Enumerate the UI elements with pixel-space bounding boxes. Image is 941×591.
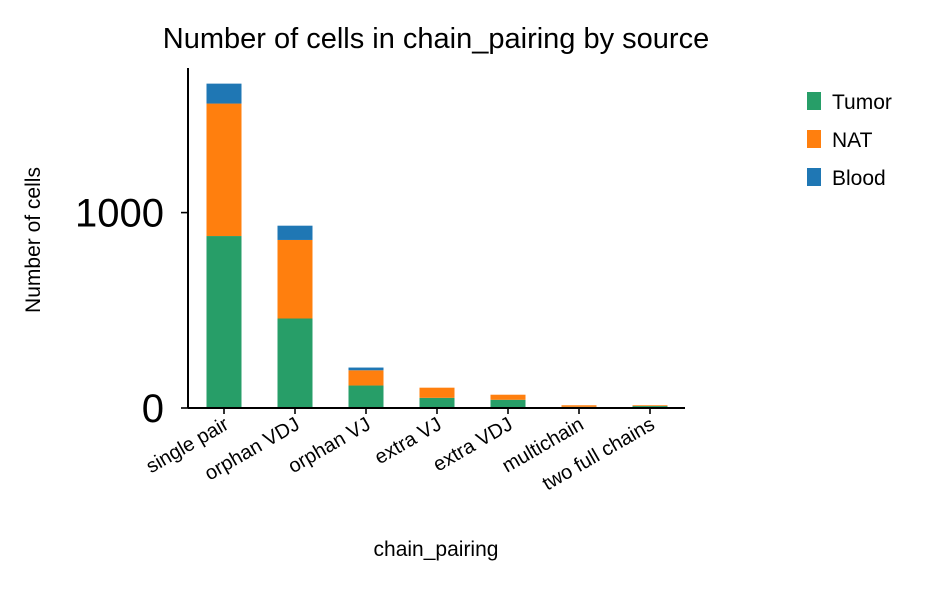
bar-segment-nat-2	[348, 370, 384, 386]
bar-segment-tumor-0	[206, 236, 242, 408]
bar-segment-nat-4	[490, 394, 526, 400]
bar-segment-nat-1	[277, 239, 313, 319]
legend-swatch-tumor	[807, 92, 821, 110]
legend-swatch-blood	[807, 168, 821, 186]
bar-segment-blood-1	[277, 225, 313, 240]
bar-segment-nat-5	[561, 405, 597, 407]
y-tick-label: 0	[142, 387, 164, 431]
legend-swatch-nat	[807, 130, 821, 148]
bar-segment-tumor-1	[277, 318, 313, 408]
legend-label-tumor: Tumor	[832, 91, 892, 114]
bar-segment-nat-0	[206, 103, 242, 237]
bar-segment-tumor-3	[419, 397, 455, 408]
bar-segment-tumor-2	[348, 385, 384, 408]
bars-layer	[206, 83, 668, 408]
legend-label-blood: Blood	[832, 167, 886, 190]
y-axis-label: Number of cells	[22, 167, 45, 313]
bar-segment-blood-0	[206, 83, 242, 104]
bar-segment-nat-6	[632, 405, 668, 407]
bar-segment-blood-2	[348, 367, 384, 371]
chart-title: Number of cells in chain_pairing by sour…	[163, 23, 709, 55]
bar-segment-tumor-4	[490, 399, 526, 408]
x-axis-label: chain_pairing	[374, 538, 499, 561]
y-tick-label: 1000	[75, 192, 164, 236]
legend: Tumor NAT Blood	[807, 91, 892, 190]
legend-label-nat: NAT	[832, 129, 873, 152]
bar-segment-nat-3	[419, 387, 455, 398]
